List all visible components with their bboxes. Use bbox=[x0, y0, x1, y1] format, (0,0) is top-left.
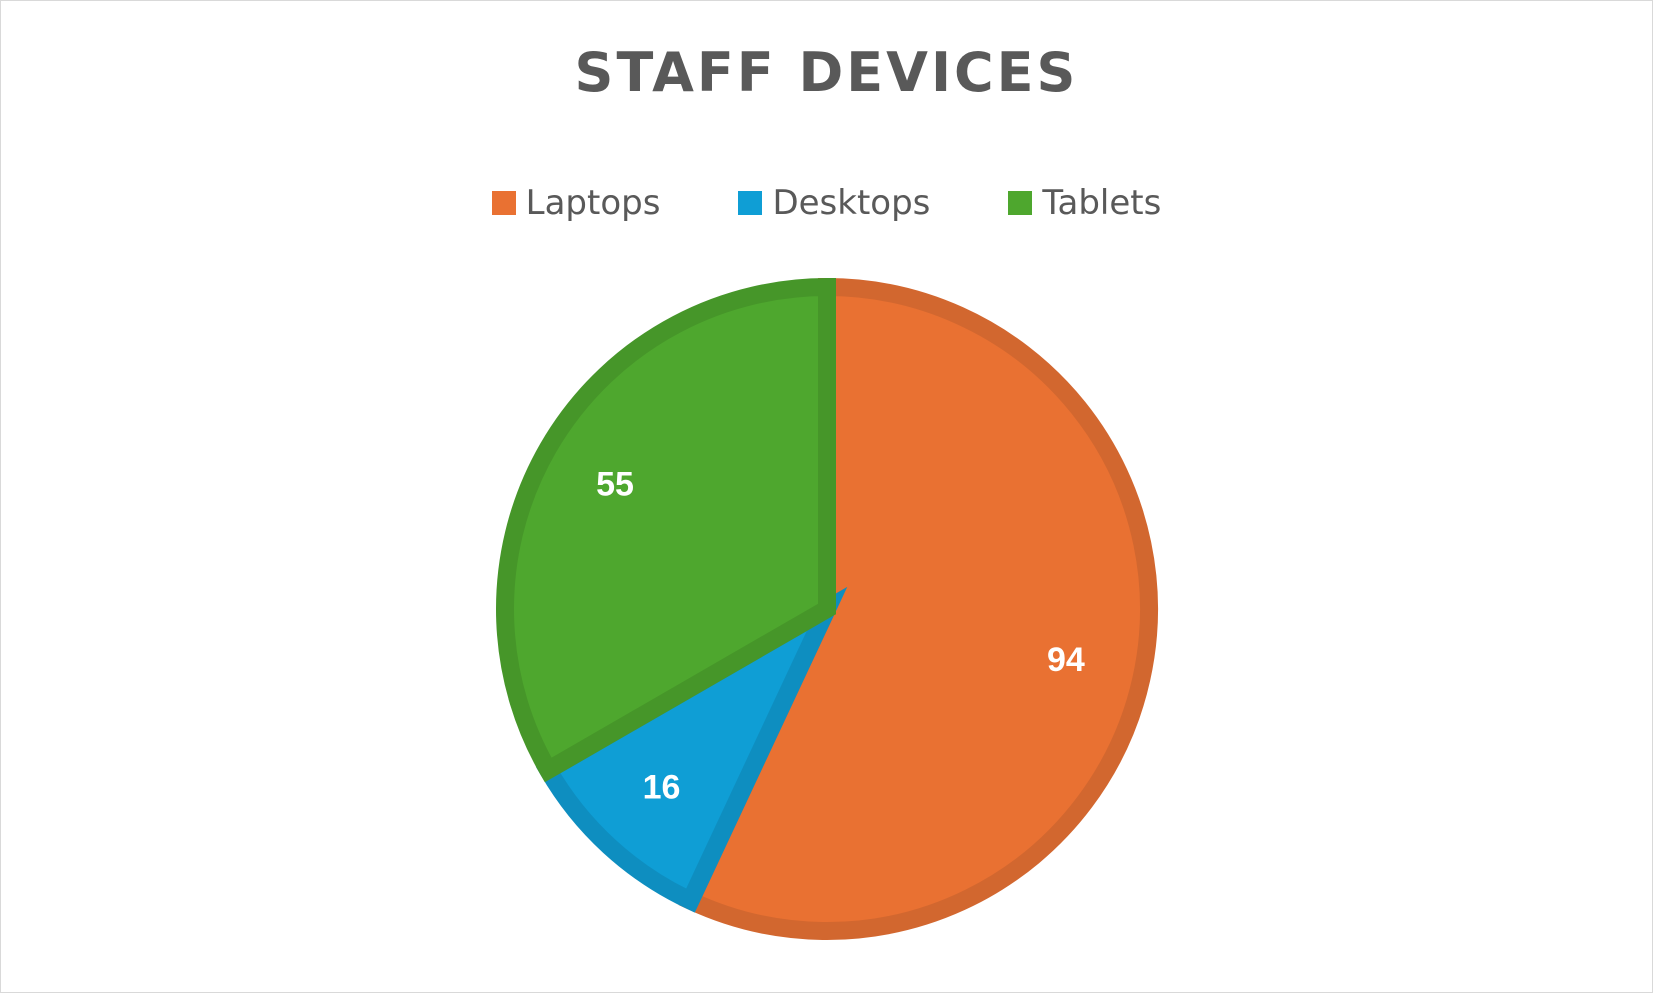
legend-swatch-desktops bbox=[738, 191, 763, 215]
data-label-laptops: 94 bbox=[1047, 641, 1085, 679]
legend-swatch-tablets bbox=[1008, 191, 1033, 215]
data-label-tablets: 55 bbox=[596, 466, 634, 504]
legend-item-laptops: Laptops bbox=[491, 183, 661, 223]
legend: Laptops Desktops Tablets bbox=[1, 183, 1652, 223]
legend-label-laptops: Laptops bbox=[525, 183, 661, 223]
legend-swatch-laptops bbox=[491, 191, 516, 215]
data-label-desktops: 16 bbox=[643, 768, 681, 806]
pie-slice-laptops bbox=[678, 277, 1158, 940]
pie-slice-tablets bbox=[496, 277, 836, 783]
legend-label-tablets: Tablets bbox=[1042, 183, 1162, 223]
legend-label-desktops: Desktops bbox=[772, 183, 931, 223]
legend-item-desktops: Desktops bbox=[738, 183, 930, 223]
legend-item-tablets: Tablets bbox=[1008, 183, 1161, 223]
pie-slice-desktops bbox=[535, 586, 848, 913]
chart-title: STAFF DEVICES bbox=[574, 41, 1079, 104]
